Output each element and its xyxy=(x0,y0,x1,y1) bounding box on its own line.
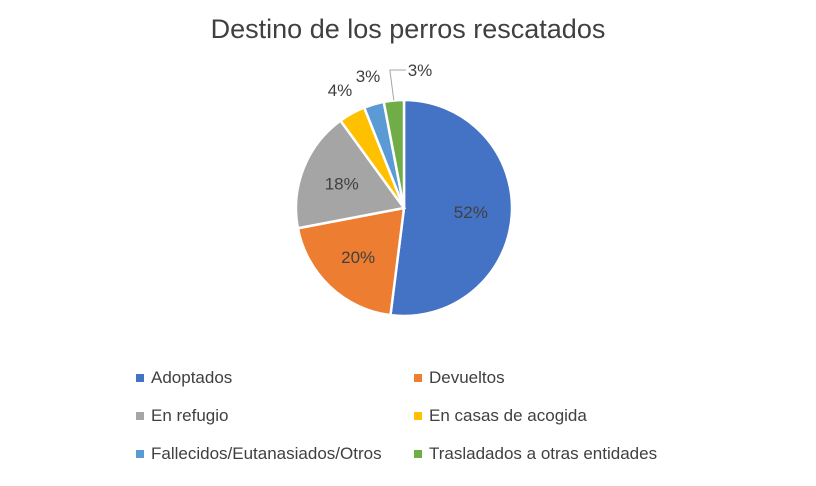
legend-swatch xyxy=(414,450,422,458)
legend-label: Trasladados a otras entidades xyxy=(429,444,658,463)
legend-item-2: Devueltos xyxy=(414,368,505,388)
legend-item-4: En casas de acogida xyxy=(414,406,587,426)
chart-title: Destino de los perros rescatados xyxy=(210,14,606,44)
legend-label: Adoptados xyxy=(151,368,233,387)
legend-swatch xyxy=(414,412,422,420)
data-label-3: 18% xyxy=(325,174,359,193)
legend-item-6: Trasladados a otras entidades xyxy=(414,444,657,464)
legend-item-5: Fallecidos/Eutanasiados/Otros xyxy=(136,444,382,464)
pie-slice-1 xyxy=(389,98,514,318)
legend-item-3: En refugio xyxy=(136,406,229,426)
legend-swatch xyxy=(136,374,144,382)
legend-label: En casas de acogida xyxy=(429,406,587,425)
pie-slice-2 xyxy=(296,206,406,317)
legend-swatch xyxy=(136,450,144,458)
legend-swatch xyxy=(414,374,422,382)
data-label-5: 3% xyxy=(356,67,381,86)
pie-slice-6 xyxy=(382,98,406,209)
data-label-1: 52% xyxy=(454,203,488,222)
data-label-4: 4% xyxy=(328,81,353,100)
legend-label: En refugio xyxy=(151,406,229,425)
pie-slice-3 xyxy=(294,118,407,230)
legend-swatch xyxy=(136,412,144,420)
data-label-2: 20% xyxy=(341,248,375,267)
leader-line-6 xyxy=(389,69,406,101)
legend-item-1: Adoptados xyxy=(136,368,232,388)
legend-label: Fallecidos/Eutanasiados/Otros xyxy=(151,444,382,463)
data-label-6: 3% xyxy=(408,61,433,80)
legend-label: Devueltos xyxy=(429,368,505,387)
